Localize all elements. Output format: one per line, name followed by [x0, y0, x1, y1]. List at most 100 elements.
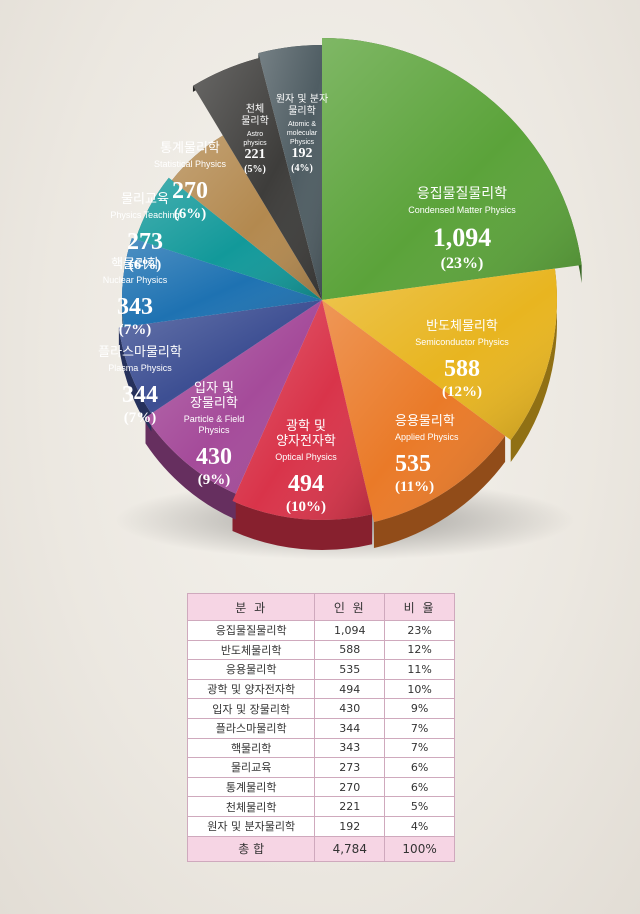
cell-members: 221 [314, 796, 386, 817]
table-row: 통계물리학 270 6% [186, 776, 455, 798]
pie-labels: 응집물질물리학 Condensed Matter Physics 1,094 (23%… [98, 93, 516, 515]
pie-label-percent: (6%) [129, 257, 162, 273]
cell-division: 반도체물리학 [186, 639, 316, 661]
pie-label-en: Statistical Physics [154, 159, 227, 169]
cell-members: 344 [314, 717, 386, 739]
pie-label-ko: 원자 및 분자 [276, 93, 328, 105]
pie-slice-gloss-6 [122, 237, 322, 327]
pie-label-value: 273 [127, 229, 163, 255]
table-row: 물리교육 273 6% [186, 757, 455, 778]
membership-table-container: 분 과 인 원 비 율 응집물질물리학 1,094 23% 반도체물리학 588 12%… [186, 593, 455, 862]
pie-label-en: molecular [287, 130, 318, 137]
pie-label-en: Semiconductor Physics [415, 337, 509, 347]
cell-division: 물리교육 [186, 757, 316, 778]
pie-label-en: Applied Physics [395, 432, 459, 442]
cell-ratio: 23% [384, 620, 455, 641]
pie-label-value: 192 [292, 146, 313, 161]
table-row: 입자 및 장물리학 430 9% [186, 698, 455, 719]
table-header-row: 분 과 인 원 비 율 [186, 593, 455, 621]
pie-label-value: 494 [288, 471, 324, 497]
cell-members: 270 [314, 776, 386, 798]
cell-ratio: 5% [384, 796, 455, 817]
pie-label-en: Physics Teaching [110, 210, 179, 220]
pie-label-percent: (11%) [395, 479, 434, 495]
pie-label-ko: 광학 및 [286, 419, 326, 434]
pie-label-en: Particle & Field [184, 414, 245, 424]
pie-label-percent: (10%) [286, 499, 326, 515]
pie-label-ko: 장물리학 [190, 396, 238, 411]
pie-label-en: physics [243, 140, 267, 147]
total-ratio: 100% [384, 835, 455, 862]
pie-label-value: 430 [196, 444, 232, 470]
pie-label-percent: (6%) [174, 206, 207, 222]
pie-label-percent: (12%) [442, 384, 482, 400]
pie-slice-gloss-0 [322, 38, 582, 300]
table-row: 원자 및 분자물리학 192 4% [186, 815, 455, 837]
pie-label-en: Astro [247, 131, 263, 138]
pie-slice-gloss-3 [232, 300, 373, 520]
cell-ratio: 9% [384, 698, 455, 719]
pie-slice-side-3 [232, 500, 373, 550]
total-label: 총 합 [186, 835, 316, 862]
pie-label-ko: 응용물리학 [395, 414, 455, 429]
membership-table: 분 과 인 원 비 율 응집물질물리학 1,094 23% 반도체물리학 588 12%… [186, 593, 455, 862]
pie-label-en: Optical Physics [275, 452, 337, 462]
cell-members: 430 [314, 698, 386, 719]
pie-label-value: 270 [172, 178, 208, 204]
pie-slice-gloss-10 [258, 45, 322, 300]
cell-division: 핵물리학 [186, 737, 316, 759]
pie-slices [118, 38, 582, 550]
cell-ratio: 6% [384, 776, 455, 798]
pie-label-percent: (4%) [291, 163, 313, 174]
pie-slice-gloss-8 [171, 135, 322, 300]
pie-label-en: Nuclear Physics [103, 275, 168, 285]
pie-slice-gloss-1 [322, 268, 557, 441]
header-ratio: 비 율 [384, 593, 455, 621]
cell-division: 플라스마물리학 [186, 717, 316, 739]
pie-label-percent: (23%) [441, 255, 484, 272]
total-members: 4,784 [314, 835, 386, 862]
header-members: 인 원 [314, 593, 386, 621]
pie-label-ko: 응집물질물리학 [417, 186, 507, 202]
pie-label-ko: 통계물리학 [160, 141, 220, 156]
pie-label-en: Atomic & [288, 121, 316, 128]
pie-label-value: 1,094 [433, 223, 492, 252]
pie-label-value: 535 [395, 451, 431, 477]
pie-label-ko: 물리교육 [121, 192, 169, 207]
pie-label-percent: (7%) [124, 410, 157, 426]
pie-label-en: Physics [198, 425, 230, 435]
pie-slice-gloss-2 [322, 300, 506, 523]
pie-label-value: 343 [117, 294, 153, 320]
pie-label-ko: 핵물리학 [111, 257, 159, 272]
pie-slice-side-2 [373, 435, 506, 549]
cell-members: 192 [314, 815, 386, 837]
pie-slice-side-1 [510, 268, 557, 463]
pie-label-percent: (9%) [198, 472, 231, 488]
pie-chart-svg: 응집물질물리학 Condensed Matter Physics 1,094 (23%… [98, 38, 582, 560]
cell-division: 응용물리학 [186, 659, 316, 680]
table-row: 핵물리학 343 7% [186, 737, 455, 759]
pie-label-percent: (7%) [119, 322, 152, 338]
cell-division: 원자 및 분자물리학 [186, 815, 316, 837]
cell-members: 494 [314, 678, 386, 700]
pie-label-value: 588 [444, 356, 480, 382]
pie-slice-gloss-5 [118, 300, 322, 414]
cell-division: 응집물질물리학 [186, 620, 316, 641]
pie-label-en: Condensed Matter Physics [408, 205, 516, 215]
cell-members: 343 [314, 737, 386, 759]
pie-slice-gloss-9 [192, 57, 322, 300]
table-row: 광학 및 양자전자학 494 10% [186, 678, 455, 700]
cell-ratio: 6% [384, 757, 455, 778]
cell-ratio: 7% [384, 737, 455, 759]
pie-label-ko: 물리학 [241, 115, 269, 127]
cell-division: 천체물리학 [186, 796, 316, 817]
pie-slice-gloss-7 [135, 177, 322, 300]
cell-members: 535 [314, 659, 386, 680]
table-row: 천체물리학 221 5% [186, 796, 455, 817]
table-row: 반도체물리학 588 12% [186, 639, 455, 661]
pie-label-ko: 양자전자학 [276, 434, 336, 449]
pie-label-en: Physics [290, 139, 315, 146]
pie-label-value: 221 [245, 147, 266, 162]
table-row: 플라스마물리학 344 7% [186, 717, 455, 739]
pie-label-ko: 반도체물리학 [426, 319, 498, 334]
